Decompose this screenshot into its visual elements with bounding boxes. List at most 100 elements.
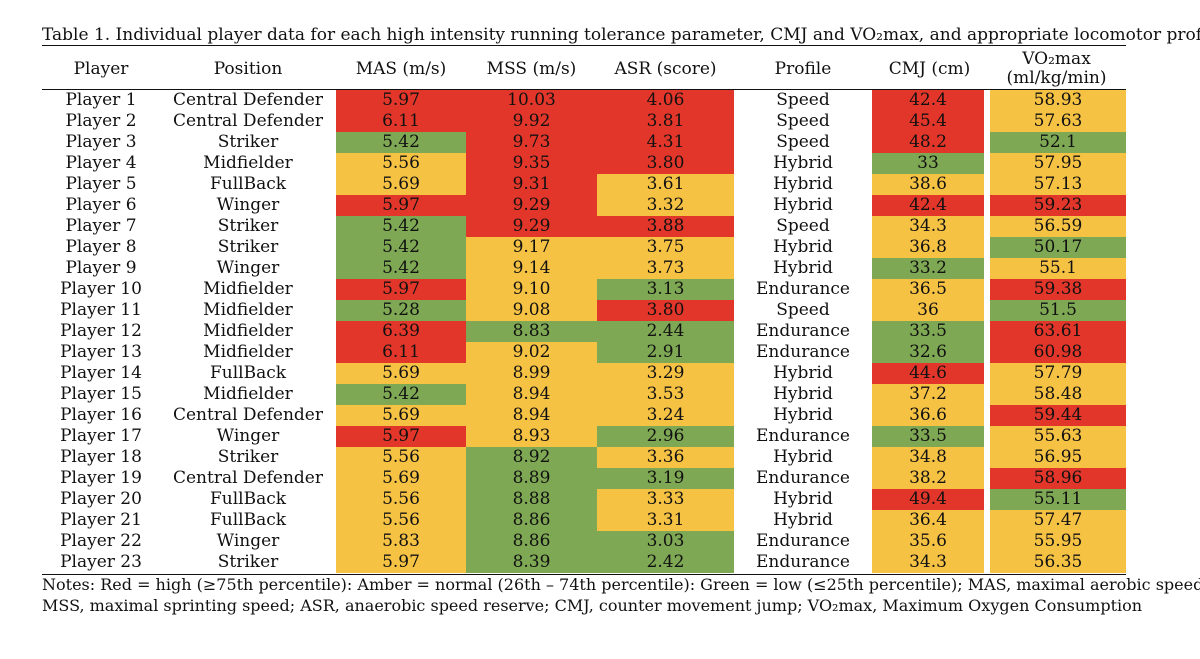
cell-vo2max: 51.5: [984, 300, 1126, 321]
cell-asr: 3.32: [597, 195, 734, 216]
cell-player: Player 1: [65, 90, 137, 110]
cell-cmj: 42.4: [872, 195, 987, 216]
cell-mss: 9.73: [466, 132, 597, 153]
cell-cmj: 35.6: [872, 531, 987, 552]
cell-position: Winger: [216, 195, 280, 215]
cell-mss: 8.83: [466, 321, 597, 342]
cell-mss: 9.31: [466, 174, 597, 195]
col-header-asr: ASR (score): [614, 58, 717, 79]
cell-mas: 5.97: [336, 552, 466, 573]
cell-position: Midfielder: [203, 279, 293, 299]
cell-position: FullBack: [209, 489, 287, 509]
cell-profile: Endurance: [756, 531, 850, 551]
cell-position: Midfielder: [203, 384, 293, 404]
cell-mas: 5.97: [336, 195, 466, 216]
cell-asr: 3.53: [597, 384, 734, 405]
cell-player: Player 10: [60, 279, 142, 299]
cell-vo2max: 50.17: [984, 237, 1126, 258]
cell-mss: 8.86: [466, 531, 597, 552]
cell-asr: 3.88: [597, 216, 734, 237]
cell-position: Midfielder: [203, 342, 293, 362]
cell-profile: Hybrid: [773, 363, 833, 383]
cell-cmj: 48.2: [872, 132, 987, 153]
cell-mas: 5.83: [336, 531, 466, 552]
cell-position: Striker: [217, 132, 279, 152]
cell-vo2max: 58.48: [984, 384, 1126, 405]
cell-position: FullBack: [209, 363, 287, 383]
cell-vo2max: 60.98: [984, 342, 1126, 363]
cell-player: Player 14: [60, 363, 142, 383]
cell-player: Player 18: [60, 447, 142, 467]
cell-asr: 3.61: [597, 174, 734, 195]
cell-mas: 5.97: [336, 426, 466, 447]
table-row: Player 16 Central Defender 5.69 8.94 3.24 Hyb…: [42, 405, 1126, 426]
cell-vo2max: 55.63: [984, 426, 1126, 447]
cell-player: Player 3: [65, 132, 137, 152]
cell-cmj: 34.8: [872, 447, 987, 468]
cell-player: Player 22: [60, 531, 142, 551]
cell-mas: 5.69: [336, 363, 466, 384]
cell-profile: Hybrid: [773, 510, 833, 530]
cell-mss: 9.92: [466, 111, 597, 132]
table-row: Player 3 Striker 5.42 9.73 4.31 Speed 48.2 52.1: [42, 132, 1126, 153]
cell-asr: 2.96: [597, 426, 734, 447]
cell-vo2max: 56.95: [984, 447, 1126, 468]
cell-mas: 6.11: [336, 342, 466, 363]
cell-mas: 5.42: [336, 258, 466, 279]
cell-asr: 2.42: [597, 552, 734, 573]
cell-cmj: 42.4: [872, 90, 987, 111]
cell-mas: 5.97: [336, 279, 466, 300]
cell-vo2max: 59.44: [984, 405, 1126, 426]
cell-mss: 8.39: [466, 552, 597, 573]
table-row: Player 15 Midfielder 5.42 8.94 3.53 Hybrid 37.…: [42, 384, 1126, 405]
cell-asr: 4.06: [597, 90, 734, 111]
table-row: Player 7 Striker 5.42 9.29 3.88 Speed 34.3 56.5…: [42, 216, 1126, 237]
col-header-player: Player: [73, 58, 129, 79]
cell-mss: 9.10: [466, 279, 597, 300]
cell-mas: 6.39: [336, 321, 466, 342]
cell-cmj: 36.6: [872, 405, 987, 426]
cell-profile: Hybrid: [773, 153, 833, 173]
cell-mss: 8.89: [466, 468, 597, 489]
cell-asr: 3.75: [597, 237, 734, 258]
cell-mss: 9.17: [466, 237, 597, 258]
cell-position: Central Defender: [172, 405, 323, 425]
cell-vo2max: 56.35: [984, 552, 1126, 573]
cell-position: Central Defender: [172, 90, 323, 110]
table-caption: Table 1. Individual player data for each…: [42, 25, 1200, 45]
cell-asr: 3.80: [597, 153, 734, 174]
cell-player: Player 17: [60, 426, 142, 446]
cell-position: Striker: [217, 447, 279, 467]
cell-asr: 3.80: [597, 300, 734, 321]
cell-cmj: 38.2: [872, 468, 987, 489]
cell-profile: Speed: [776, 300, 830, 320]
cell-vo2max: 57.13: [984, 174, 1126, 195]
cell-profile: Hybrid: [773, 384, 833, 404]
cell-profile: Speed: [776, 216, 830, 236]
cell-cmj: 33.2: [872, 258, 987, 279]
cell-player: Player 8: [65, 237, 137, 257]
cell-vo2max: 56.59: [984, 216, 1126, 237]
cell-player: Player 4: [65, 153, 137, 173]
cell-cmj: 32.6: [872, 342, 987, 363]
table-row: Player 8 Striker 5.42 9.17 3.75 Hybrid 36.8 50.…: [42, 237, 1126, 258]
table-row: Player 22 Winger 5.83 8.86 3.03 Endurance 35.6…: [42, 531, 1126, 552]
table-row: Player 18 Striker 5.56 8.92 3.36 Hybrid 34.8 56…: [42, 447, 1126, 468]
cell-mas: 5.56: [336, 153, 466, 174]
cell-player: Player 5: [65, 174, 137, 194]
cell-mss: 8.94: [466, 384, 597, 405]
cell-cmj: 36.8: [872, 237, 987, 258]
cell-position: Striker: [217, 237, 279, 257]
cell-mss: 10.03: [466, 90, 597, 111]
col-header-vo2max: VO₂max (ml/kg/min): [987, 48, 1126, 90]
table-row: Player 17 Winger 5.97 8.93 2.96 Endurance 33.5…: [42, 426, 1126, 447]
cell-asr: 2.44: [597, 321, 734, 342]
cell-player: Player 6: [65, 195, 137, 215]
cell-player: Player 15: [60, 384, 142, 404]
cell-cmj: 33.5: [872, 321, 987, 342]
cell-profile: Hybrid: [773, 237, 833, 257]
cell-mas: 6.11: [336, 111, 466, 132]
cell-mss: 9.02: [466, 342, 597, 363]
header-row: Player Position MAS (m/s) MSS (m/s) ASR …: [42, 48, 1126, 90]
cell-cmj: 44.6: [872, 363, 987, 384]
